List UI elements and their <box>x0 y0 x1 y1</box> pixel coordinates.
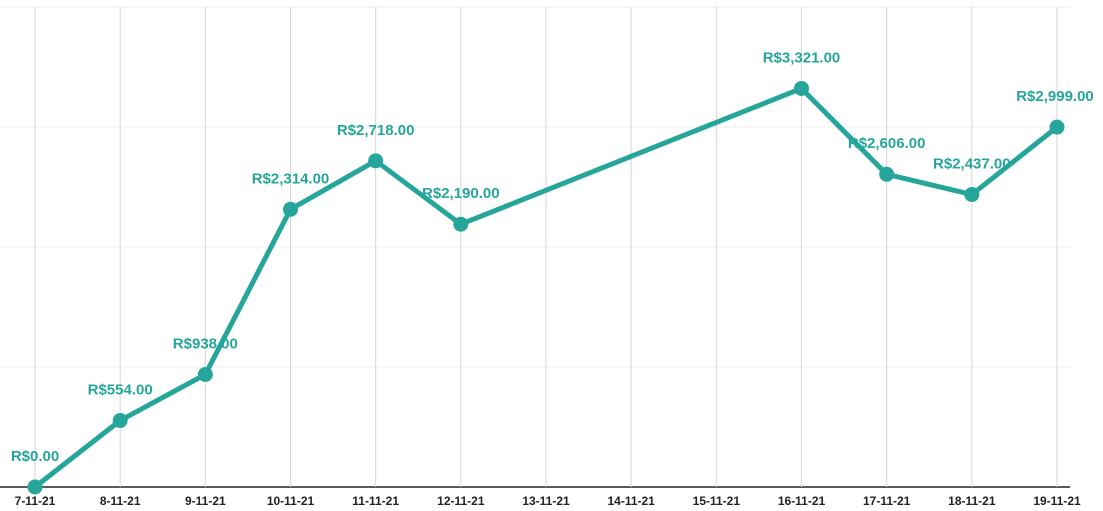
value-label: R$2,999.00 <box>1016 88 1094 105</box>
value-label: R$2,437.00 <box>933 156 1011 173</box>
value-label: R$938.00 <box>173 335 238 352</box>
point <box>27 479 43 495</box>
point <box>879 166 895 182</box>
point <box>453 216 469 232</box>
x-tick-label: 11-11-21 <box>352 494 399 508</box>
point <box>112 413 128 429</box>
x-tick-label: 19-11-21 <box>1033 494 1081 508</box>
x-tick-label: 16-11-21 <box>778 494 826 508</box>
value-label: R$554.00 <box>88 381 153 398</box>
line <box>799 86 1059 198</box>
point <box>964 187 980 203</box>
value-label: R$2,718.00 <box>337 122 415 139</box>
value-label: R$2,190.00 <box>422 185 500 202</box>
x-tick-label: 13-11-21 <box>522 494 570 508</box>
line-bridge <box>458 85 804 227</box>
value-label: R$3,321.00 <box>763 49 841 66</box>
value-label: R$0.00 <box>11 448 59 465</box>
point <box>1049 119 1065 135</box>
x-tick-label: 17-11-21 <box>863 494 911 508</box>
value-label: R$2,606.00 <box>848 135 926 152</box>
x-tick-label: 14-11-21 <box>607 494 655 508</box>
x-tick-label: 8-11-21 <box>100 494 141 508</box>
x-tick-label: 9-11-21 <box>185 494 226 508</box>
value-label: R$2,314.00 <box>252 170 330 187</box>
x-tick-label: 15-11-21 <box>693 494 741 508</box>
x-tick-label: 18-11-21 <box>948 494 996 508</box>
point <box>368 153 384 169</box>
x-tick-label: 7-11-21 <box>15 494 56 508</box>
line <box>33 158 463 489</box>
point <box>283 201 298 217</box>
x-tick-label: 10-11-21 <box>267 494 315 508</box>
point <box>197 366 213 382</box>
x-tick-label: 12-11-21 <box>437 494 485 508</box>
point <box>794 80 809 96</box>
